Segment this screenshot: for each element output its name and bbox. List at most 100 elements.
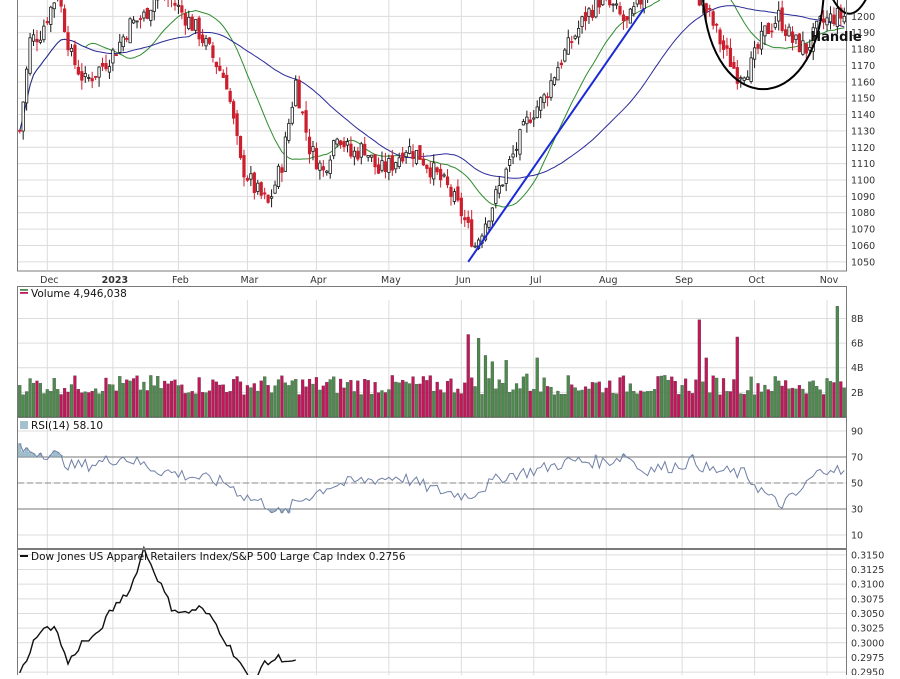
candle-body xyxy=(143,12,145,18)
candle-body xyxy=(729,48,731,66)
candle-body xyxy=(353,151,355,157)
candle-body xyxy=(374,155,376,167)
candle-body xyxy=(98,67,100,77)
candle-body xyxy=(722,41,724,50)
volume-bar xyxy=(632,391,635,417)
volume-bar xyxy=(167,384,170,417)
volume-bar xyxy=(774,376,777,417)
volume-tick-label: 6B xyxy=(851,339,864,350)
volume-bar xyxy=(567,376,570,417)
candle-body xyxy=(174,3,176,5)
volume-bar xyxy=(246,385,249,417)
volume-bar xyxy=(839,382,842,417)
price-tick-label: 1180 xyxy=(851,45,875,56)
candle-body xyxy=(571,42,573,43)
candle-body xyxy=(415,150,417,163)
volume-bar xyxy=(660,376,663,417)
candle-body xyxy=(767,23,769,33)
price-tick-label: 1120 xyxy=(851,143,875,154)
price-tick-label: 1140 xyxy=(851,110,875,121)
volume-title-text: Volume 4,946,038 xyxy=(31,288,127,300)
candle-body xyxy=(308,137,310,154)
candle-body xyxy=(746,77,748,79)
candle-body xyxy=(788,27,790,36)
volume-bar xyxy=(650,391,653,417)
volume-bar xyxy=(73,376,76,417)
volume-tick-label: 8B xyxy=(851,314,864,325)
volume-bar xyxy=(67,392,70,417)
volume-bar xyxy=(384,392,387,417)
volume-bar xyxy=(608,381,611,417)
volume-bar xyxy=(239,382,242,417)
candle-body xyxy=(177,5,179,6)
volume-bar xyxy=(277,380,280,417)
candle-body xyxy=(460,198,462,216)
volume-bar xyxy=(487,378,490,417)
volume-bar xyxy=(719,395,722,417)
rsi-overbought-fill xyxy=(21,451,24,457)
rsi-tick-label: 30 xyxy=(851,505,863,516)
candle-body xyxy=(602,0,604,5)
candle-body xyxy=(339,141,341,145)
x-tick-label: Jul xyxy=(529,275,541,286)
volume-bar xyxy=(519,389,522,417)
candle-body xyxy=(598,0,600,7)
candle-body xyxy=(422,159,424,165)
candle-body xyxy=(712,12,714,26)
candle-body xyxy=(426,165,428,168)
volume-bar xyxy=(94,389,97,417)
candle-body xyxy=(194,20,196,31)
volume-bar xyxy=(412,377,415,417)
x-tick-label: Sep xyxy=(675,275,693,286)
candle-body xyxy=(495,190,497,204)
candle-body xyxy=(622,15,624,21)
volume-bar xyxy=(684,379,687,417)
volume-bar xyxy=(767,390,770,417)
x-tick-label: Jun xyxy=(455,275,471,286)
rsi-tick-label: 90 xyxy=(851,427,863,438)
candle-body xyxy=(346,142,348,146)
candle-body xyxy=(715,24,717,25)
volume-bar xyxy=(46,389,49,417)
volume-bar xyxy=(795,389,798,417)
volume-bar xyxy=(284,383,287,417)
rsi-tick-label: 50 xyxy=(851,479,863,490)
candle-body xyxy=(636,0,638,4)
candle-body xyxy=(398,158,400,167)
volume-bar xyxy=(63,388,66,417)
candle-body xyxy=(560,63,562,65)
candle-body xyxy=(498,186,500,194)
volume-bar xyxy=(32,383,35,417)
volume-bar xyxy=(170,381,173,417)
candle-body xyxy=(470,220,472,247)
volume-bar xyxy=(429,376,432,417)
x-tick-label: Apr xyxy=(310,275,327,286)
volume-bar xyxy=(505,360,508,417)
candle-body xyxy=(826,18,828,25)
candle-body xyxy=(32,35,34,41)
volume-bar xyxy=(736,337,739,417)
volume-bar xyxy=(325,382,328,417)
volume-bar xyxy=(812,381,815,417)
volume-bar xyxy=(142,382,145,417)
volume-bar xyxy=(453,393,456,417)
volume-bar xyxy=(691,393,694,417)
volume-bar xyxy=(387,390,390,417)
volume-bar xyxy=(225,392,228,417)
volume-bar xyxy=(750,377,753,417)
volume-bar xyxy=(218,385,221,417)
volume-bar xyxy=(791,388,794,417)
candle-body xyxy=(464,218,466,220)
volume-bar xyxy=(708,393,711,417)
candle-body xyxy=(281,168,283,173)
ratio-tick-label: 0.2950 xyxy=(851,668,884,675)
candle-body xyxy=(91,79,93,81)
volume-bar xyxy=(781,386,784,417)
candle-body xyxy=(584,12,586,20)
volume-bar xyxy=(698,320,701,417)
ratio-title: Dow Jones US Apparel Retailers Index/S&P… xyxy=(20,551,406,563)
volume-bar xyxy=(498,380,501,417)
candle-body xyxy=(405,152,407,156)
volume-bar xyxy=(456,389,459,417)
